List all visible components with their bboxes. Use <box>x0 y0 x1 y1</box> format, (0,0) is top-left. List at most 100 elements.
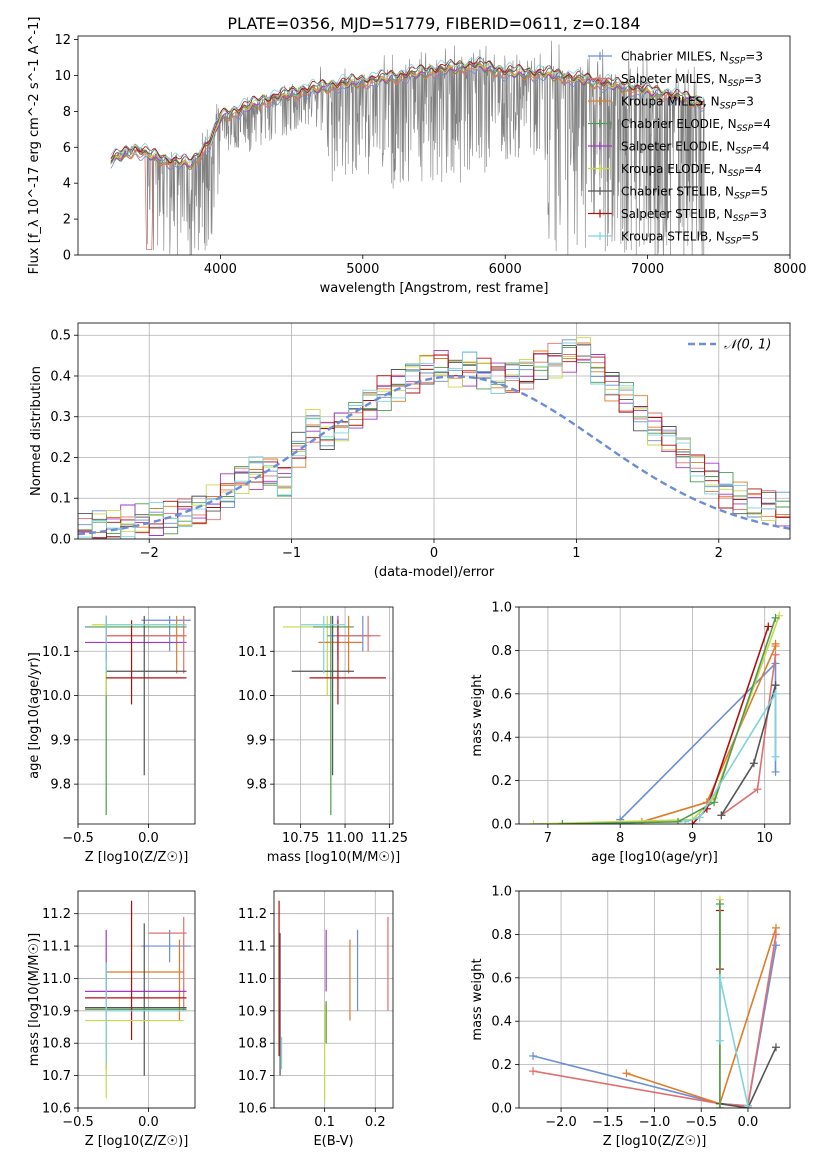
weight-series-line <box>684 690 777 823</box>
y-tick-label: 0.4 <box>491 1015 512 1030</box>
z-age-plot-area: −0.5 0.0 9.8 9.9 10.0 10.1 Z [log10(Z/Z☉)] age … <box>27 606 196 865</box>
histogram-step <box>78 342 790 538</box>
weight-point <box>529 1067 538 1076</box>
y-tick-label: 10.0 <box>238 689 267 704</box>
y-tick-label: 0.5 <box>50 329 71 344</box>
y-tick-label: 9.8 <box>50 778 71 793</box>
y-tick-label: 11.1 <box>238 940 267 955</box>
y-tick-label: 1.0 <box>491 601 512 616</box>
weight-point <box>771 681 780 690</box>
x-tick-label: 6000 <box>489 262 522 277</box>
y-tick-label: 1.0 <box>491 885 512 900</box>
y-tick-label: 12 <box>54 33 71 48</box>
y-tick-label: 10.9 <box>238 1004 267 1019</box>
x-tick-label: 2 <box>715 546 723 561</box>
y-axis-label: age [log10(age/yr)] <box>27 652 42 779</box>
weight-point <box>771 613 780 622</box>
weight-point <box>681 817 690 824</box>
y-tick-label: 11.0 <box>238 972 267 987</box>
weight-point <box>529 1051 538 1060</box>
x-tick-label: 11.00 <box>326 831 363 846</box>
y-tick-label: 0.0 <box>50 533 71 548</box>
x-tick-label: 0.2 <box>365 1115 386 1130</box>
y-tick-label: 10 <box>54 69 71 84</box>
x-tick-label: −2 <box>140 546 159 561</box>
ebv-mass-panel: 0.1 0.2 10.6 10.7 10.8 10.9 11.0 11.1 11.2 E(B-V) <box>238 890 394 1149</box>
weight-point <box>771 923 780 932</box>
legend-label: Chabrier STELIB, NSSP=5 <box>621 185 768 202</box>
y-tick-label: 10.6 <box>42 1102 71 1117</box>
weight-point <box>695 813 704 822</box>
y-tick-label: 4 <box>63 177 71 192</box>
axes-frame <box>77 606 196 825</box>
model-spectrum-line <box>110 60 704 164</box>
y-tick-label: 0.2 <box>491 774 512 789</box>
histogram-step <box>78 344 790 538</box>
x-axis-label: Z [log10(Z/Z☉)] <box>85 850 189 865</box>
weight-point <box>771 941 780 950</box>
weight-point <box>771 650 780 659</box>
x-tick-label: 7000 <box>631 262 664 277</box>
y-tick-label: 0.8 <box>491 928 512 943</box>
x-tick-label: −0.5 <box>62 1115 94 1130</box>
age-weight-panel: 7 8 9 10 0.0 0.2 0.4 0.6 0.8 1.0 age [log10(age/yr… <box>470 601 791 865</box>
model-spectrum-line <box>110 66 704 171</box>
residual-histogram-panel: −2 −1 0 1 2 0.0 0.1 0.2 0.3 0.4 0.5 (data-model)/er… <box>29 322 791 580</box>
y-axis-label: Flux [f_λ 10^-17 erg cm^-2 s^-1 A^-1] <box>27 17 42 275</box>
model-spectrum-line <box>110 62 705 250</box>
weight-series-line <box>719 1046 777 1108</box>
x-axis-label: Z [log10(Z/Z☉)] <box>603 1134 707 1149</box>
x-tick-label: −2.0 <box>545 1115 577 1130</box>
y-tick-label: 10.7 <box>238 1069 267 1084</box>
axes-frame <box>518 606 791 825</box>
y-tick-label: 10.7 <box>42 1069 71 1084</box>
x-tick-label: 0.1 <box>314 1115 335 1130</box>
axes-frame <box>77 35 791 256</box>
y-tick-label: 0.1 <box>50 492 71 507</box>
weight-point <box>771 767 780 776</box>
legend-label: Salpeter STELIB, NSSP=3 <box>621 207 767 224</box>
z-weight-panel: −2.0 −1.5 −1.0 −0.5 0.0 0.0 0.2 0.4 0.6 0.8 1.0 Z [… <box>470 885 791 1149</box>
y-tick-label: 0.8 <box>491 644 512 659</box>
weight-point <box>715 1036 724 1045</box>
plot-content <box>278 900 389 1102</box>
z-age-panel: −0.5 0.0 9.8 9.9 10.0 10.1 Z [log10(Z/Z☉)] age … <box>27 606 196 865</box>
y-tick-label: 11.1 <box>42 940 71 955</box>
x-tick-label: 9 <box>688 831 696 846</box>
legend: Chabrier MILES, NSSP=3 Salpeter MILES, NS… <box>588 50 771 247</box>
weight-point <box>771 689 780 698</box>
y-tick-label: 0.2 <box>50 451 71 466</box>
normal-curve <box>78 375 790 536</box>
y-tick-label: 6 <box>63 141 71 156</box>
axes-frame <box>273 606 394 825</box>
residual-plot-area: −2 −1 0 1 2 0.0 0.1 0.2 0.3 0.4 0.5 (data-model)/er… <box>29 322 791 580</box>
y-tick-label: 0 <box>63 249 71 264</box>
plot-content <box>282 615 386 816</box>
y-tick-label: 0.3 <box>50 410 71 425</box>
weight-point <box>771 639 780 648</box>
y-tick-label: 10.8 <box>42 1037 71 1052</box>
x-tick-label: 11.25 <box>371 831 408 846</box>
x-tick-label: −1.0 <box>639 1115 671 1130</box>
axes-frame <box>273 890 394 1109</box>
axes-frame <box>77 890 196 1109</box>
y-axis-label: mass weight <box>470 674 485 756</box>
x-tick-label: 8 <box>616 831 624 846</box>
y-tick-label: 9.9 <box>246 733 267 748</box>
y-tick-label: 0.6 <box>491 687 512 702</box>
plot-content <box>529 895 780 1108</box>
figure-title: PLATE=0356, MJD=51779, FIBERID=0611, z=0… <box>227 14 640 33</box>
y-tick-label: 10.6 <box>238 1102 267 1117</box>
axes-frame <box>77 322 791 540</box>
weight-point <box>710 798 719 807</box>
weight-point <box>673 817 682 824</box>
weight-point <box>529 820 538 824</box>
x-tick-label: −0.5 <box>62 831 94 846</box>
weight-point <box>717 811 726 820</box>
x-tick-label: −1 <box>282 546 301 561</box>
y-tick-label: 9.8 <box>246 778 267 793</box>
x-axis-label: Z [log10(Z/Z☉)] <box>85 1134 189 1149</box>
weight-point <box>715 1104 724 1108</box>
mass-age-panel: 10.75 11.00 11.25 9.8 9.9 10.0 10.1 mass [log10… <box>238 606 408 865</box>
